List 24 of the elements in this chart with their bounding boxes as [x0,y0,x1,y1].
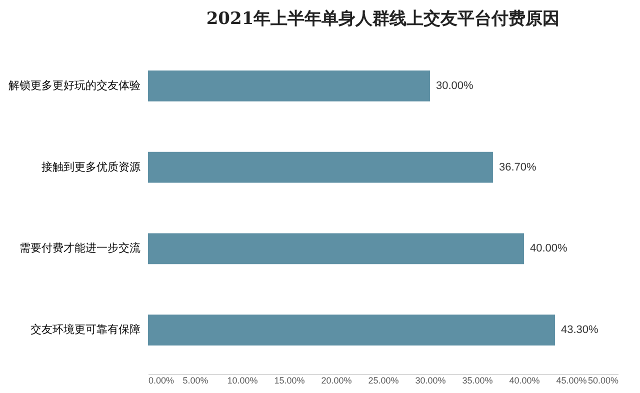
bar [148,70,430,102]
y-tick-label: 接触到更多优质资源 [42,160,140,174]
x-tick-label: 30.00% [415,376,446,386]
x-tick-label: 20.00% [321,376,352,386]
y-tick-label: 需要付费才能进一步交流 [20,242,140,255]
data-label: 40.00% [530,242,568,255]
bar [148,314,556,346]
x-tick-label: 45.00% [556,376,587,386]
y-tick-label: 解锁更多更好玩的交友体验 [8,78,140,92]
x-tick-label: 50.00% [588,376,618,386]
x-tick-label: 0.00% [148,376,174,386]
chart-title: 2021年上半年单身人群线上交友平台付费原因 [206,9,560,29]
x-tick-label: 25.00% [368,376,399,386]
x-tick-label: 40.00% [509,376,540,386]
bar [148,152,493,183]
y-tick-label: 交友环境更可靠有保障 [30,323,140,336]
data-label: 43.30% [561,324,599,336]
bar [148,233,524,264]
x-tick-label: 10.00% [227,376,258,386]
x-tick-label: 35.00% [462,376,493,386]
x-tick-label: 15.00% [274,376,305,386]
x-tick-label: 5.00% [182,376,208,386]
data-label: 30.00% [436,80,474,92]
data-label: 36.70% [498,161,537,174]
